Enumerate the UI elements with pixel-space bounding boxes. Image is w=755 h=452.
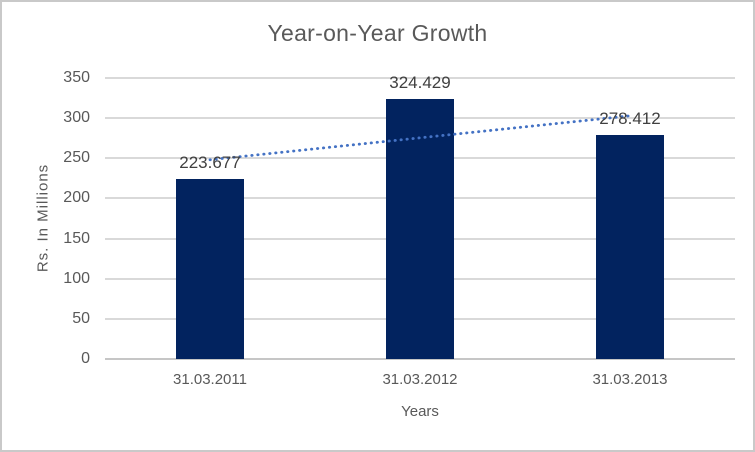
x-tick-label: 31.03.2013 — [592, 371, 668, 388]
y-tick-label: 200 — [63, 189, 90, 207]
chart-title: Year-on-Year Growth — [267, 20, 488, 46]
x-axis-title: Years — [401, 403, 439, 420]
x-tick-label: 31.03.2012 — [382, 371, 458, 388]
x-axis-line — [105, 358, 735, 360]
y-tick-label: 0 — [81, 350, 90, 367]
y-tick-label: 300 — [63, 109, 90, 127]
data-label: 278.412 — [599, 109, 661, 129]
y-tick-label: 250 — [63, 149, 90, 167]
y-tick-label: 50 — [72, 309, 90, 327]
plot-area: 223.677 324.429 278.412 — [105, 73, 735, 360]
data-label: 223.677 — [179, 153, 241, 173]
bar-31.03.2013 — [596, 135, 664, 359]
bar-31.03.2011 — [176, 179, 244, 359]
data-label: 324.429 — [389, 72, 451, 92]
trendline — [208, 114, 632, 162]
trendline-path — [208, 114, 632, 162]
bar-31.03.2012 — [386, 98, 454, 359]
y-tick-label: 150 — [63, 229, 90, 247]
gridline — [105, 77, 735, 79]
y-axis-title: Rs. In Millions — [34, 163, 52, 273]
y-tick-label: 100 — [63, 269, 90, 287]
x-tick-label: 31.03.2011 — [173, 371, 247, 388]
y-tick-label: 350 — [63, 69, 90, 86]
